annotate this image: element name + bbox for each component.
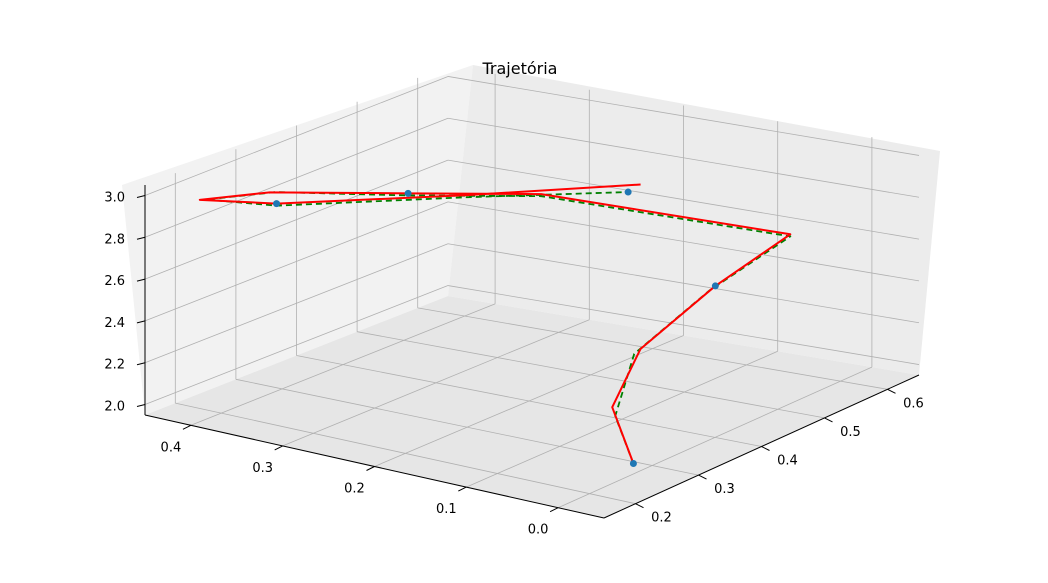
z-tick-label: 3.0 [104,190,125,205]
chart-title: Trajetória [482,59,558,78]
y-tick-label: 0.0 [528,523,549,538]
x-tick-label: 0.2 [651,511,672,526]
z-tick-label: 2.4 [104,316,125,331]
z-tick-label: 2.8 [104,232,125,247]
data-point-marker [405,190,412,197]
y-tick [550,508,558,512]
y-tick-label: 0.2 [344,482,365,497]
axes-panes [122,65,940,518]
z-tick [137,405,145,407]
y-tick-label: 0.4 [161,440,182,455]
y-tick [458,487,466,491]
x-tick-label: 0.4 [777,454,798,469]
y-tick [367,467,375,471]
x-tick [825,418,833,422]
x-tick-label: 0.3 [714,482,735,497]
data-point-marker [625,189,632,196]
data-point-marker [712,282,719,289]
x-tick [762,447,770,451]
y-tick [275,446,283,450]
data-point-marker [273,200,280,207]
data-point-marker [630,460,637,467]
x-tick-label: 0.6 [903,396,924,411]
y-tick-label: 0.1 [436,502,457,517]
y-tick [183,425,191,429]
x-tick [636,504,644,508]
z-tick-label: 2.0 [104,400,125,415]
z-tick-label: 2.6 [104,274,125,289]
y-tick-label: 0.3 [252,461,273,476]
x-tick [699,475,707,479]
x-tick-label: 0.5 [840,425,861,440]
x-tick [888,389,896,393]
z-tick-label: 2.2 [104,358,125,373]
